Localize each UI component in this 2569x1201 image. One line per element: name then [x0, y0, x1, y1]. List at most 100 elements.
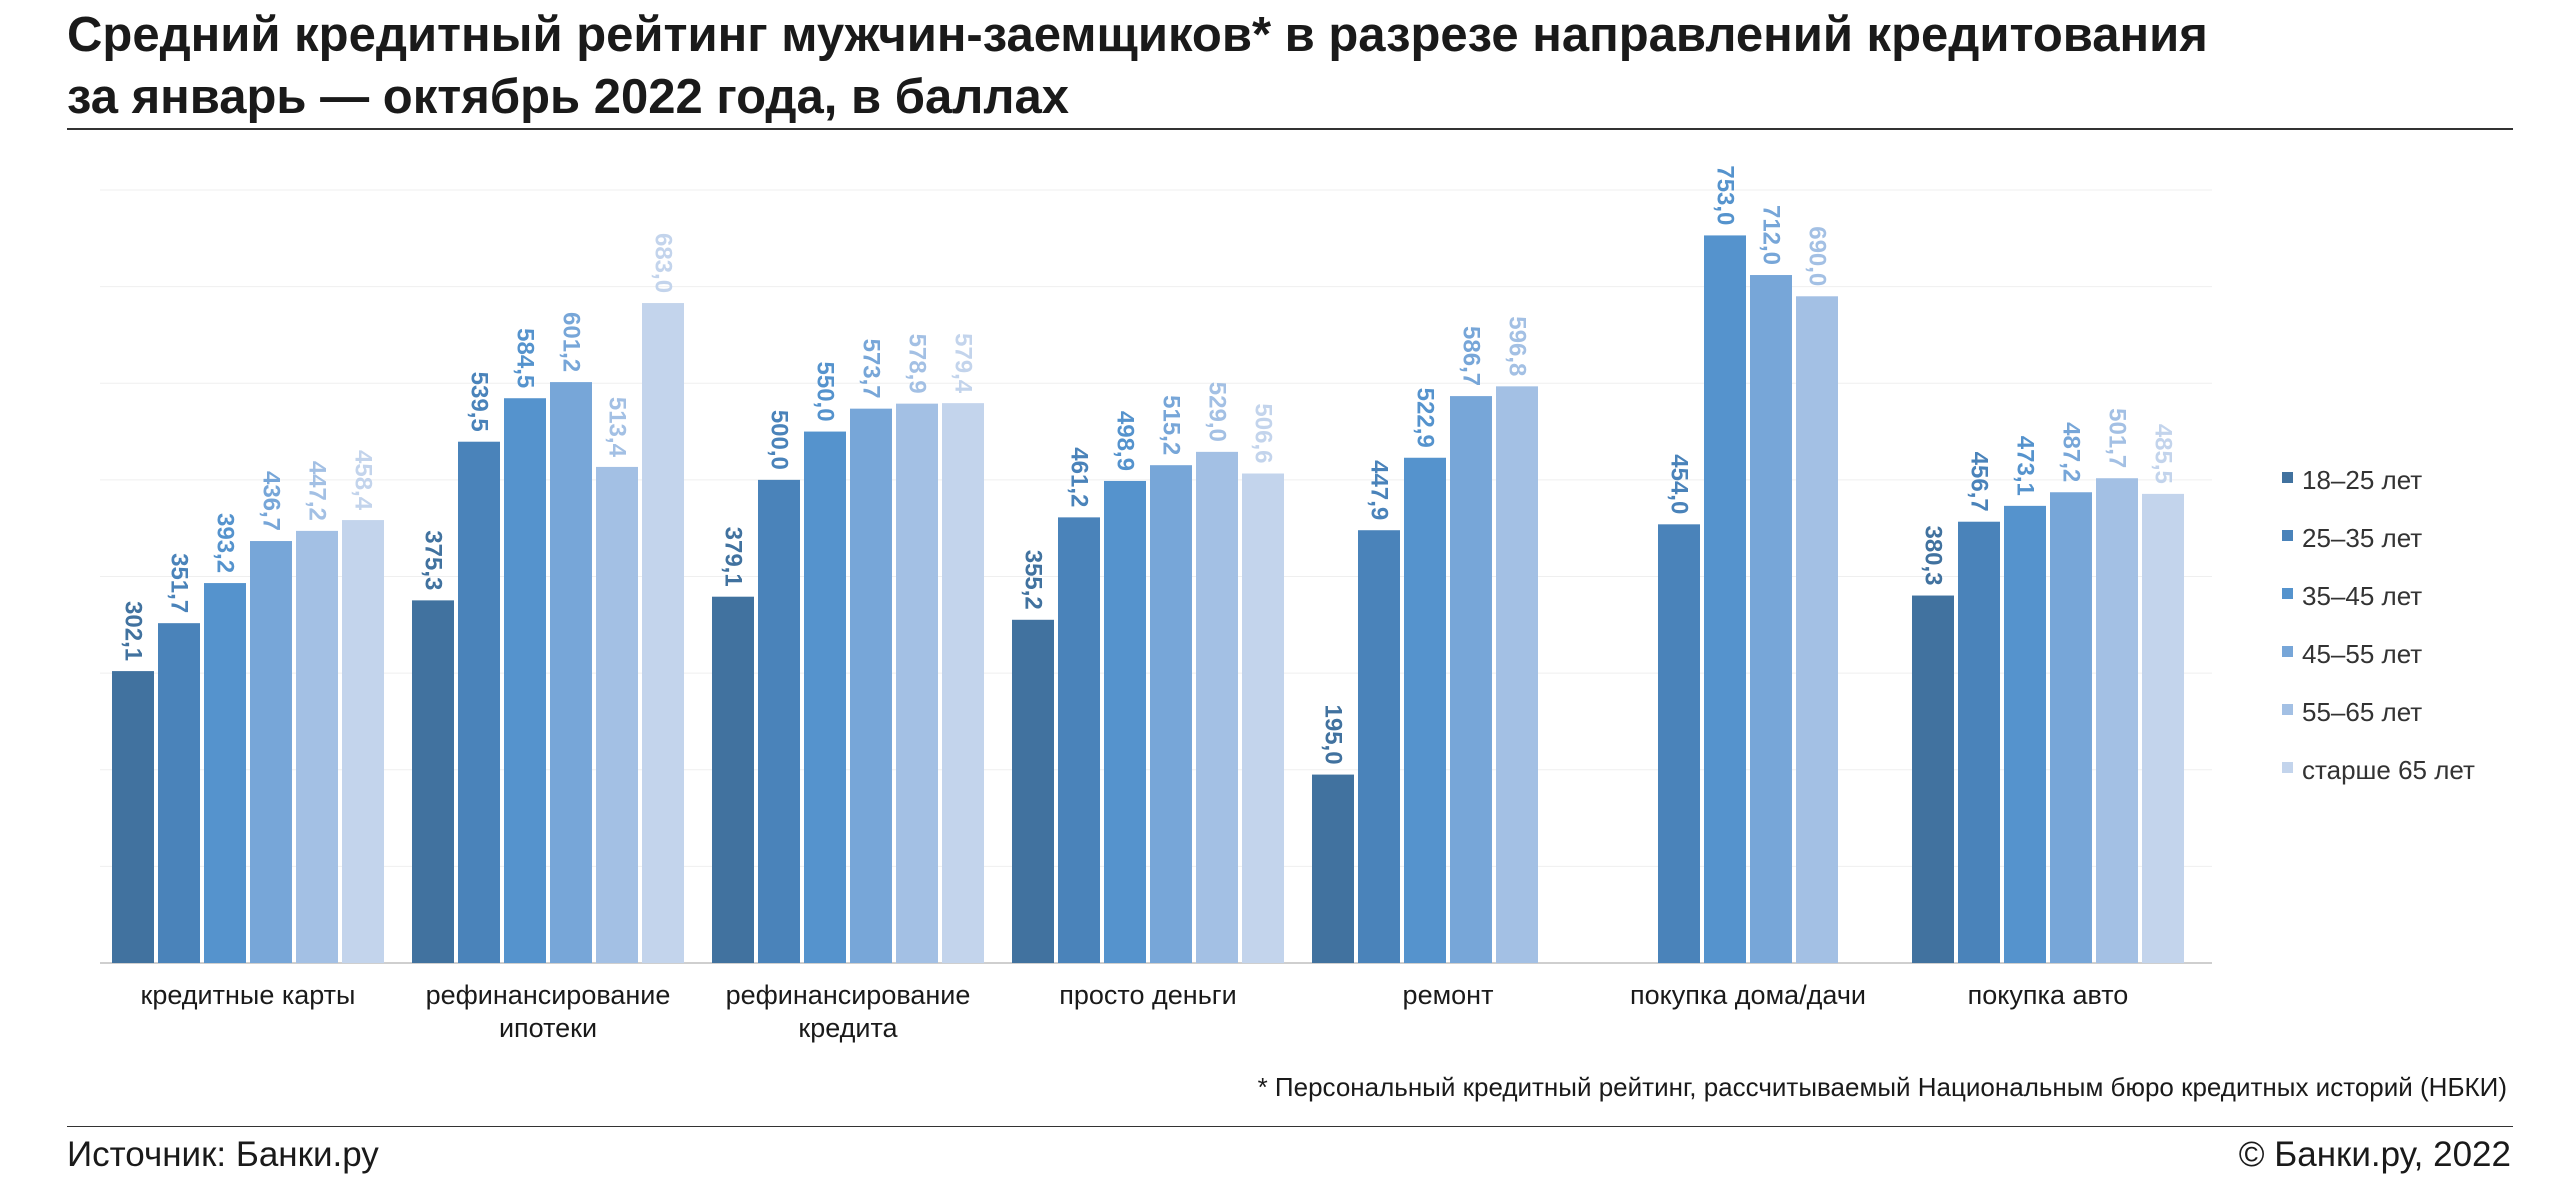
legend-swatch [2282, 646, 2293, 657]
bar [2142, 493, 2184, 963]
bar-value-label: 578,9 [904, 334, 931, 394]
bar-value-label: 461,2 [1066, 447, 1093, 507]
bar-value-label: 501,7 [2104, 408, 2131, 468]
legend-swatch [2282, 530, 2293, 541]
bar [342, 520, 384, 963]
category-label: покупка авто [1968, 980, 2129, 1010]
bar-value-label: 436,7 [258, 471, 285, 531]
chart-title-line-2: за январь — октябрь 2022 года, в баллах [67, 70, 1070, 124]
bar [1750, 275, 1792, 963]
bar-value-label: 753,0 [1712, 165, 1739, 225]
bar [158, 623, 200, 963]
legend-item: 18–25 лет [2282, 465, 2422, 495]
bar [1450, 396, 1492, 963]
bar-value-label: 513,4 [604, 397, 631, 458]
bar [1912, 595, 1954, 963]
bar-value-label: 487,2 [2058, 422, 2085, 482]
bar-value-label: 485,5 [2150, 424, 2177, 484]
bar-value-label: 473,1 [2012, 436, 2039, 496]
bar [2050, 492, 2092, 963]
footer-divider [67, 1126, 2513, 1127]
bar [850, 408, 892, 964]
bar-value-label: 500,0 [766, 410, 793, 470]
bar-value-label: 302,1 [120, 601, 147, 661]
bar [1958, 521, 2000, 963]
legend-item: 25–35 лет [2282, 523, 2422, 553]
bar [1358, 530, 1400, 963]
legend-item: старше 65 лет [2282, 755, 2475, 785]
bar [1404, 457, 1446, 963]
category-label: просто деньги [1059, 980, 1236, 1010]
value-labels: 302,1 351,7 393,2 436,7 447,2 458,4 375,3 539,5… [120, 165, 2177, 764]
copyright-text: © Банки.ру, 2022 [2238, 1135, 2511, 1174]
bar [804, 431, 846, 963]
bar-value-label: 712,0 [1758, 205, 1785, 265]
legend-item: 45–55 лет [2282, 639, 2422, 669]
bar [112, 671, 154, 963]
bar-value-label: 351,7 [166, 553, 193, 613]
legend-swatch [2282, 704, 2293, 715]
bar [296, 530, 338, 963]
bar-value-label: 498,9 [1112, 411, 1139, 471]
category-label: покупка дома/дачи [1630, 980, 1866, 1010]
legend-label: 55–65 лет [2302, 697, 2422, 727]
bar [2004, 505, 2046, 963]
title-divider [67, 128, 2513, 130]
bar-value-label: 586,7 [1458, 326, 1485, 386]
bar [1012, 619, 1054, 963]
bar [1242, 473, 1284, 963]
legend-swatch [2282, 588, 2293, 599]
bar-value-label: 515,2 [1158, 395, 1185, 455]
bar-value-label: 375,3 [420, 530, 447, 590]
bar-value-label: 454,0 [1666, 454, 1693, 514]
bar [1496, 386, 1538, 963]
legend: 18–25 лет 25–35 лет 35–45 лет 45–55 лет 55–6… [2282, 465, 2475, 785]
bar-value-label: 522,9 [1412, 388, 1439, 448]
bar-value-label: 506,6 [1250, 403, 1277, 463]
bar-value-label: 596,8 [1504, 316, 1531, 376]
bar [942, 403, 984, 963]
bar-value-label: 393,2 [212, 513, 239, 573]
bar [504, 398, 546, 963]
bar [642, 303, 684, 963]
bar [1312, 774, 1354, 963]
bar-value-label: 690,0 [1804, 226, 1831, 286]
bar-value-label: 539,5 [466, 372, 493, 432]
bar-value-label: 195,0 [1320, 705, 1347, 765]
bar [896, 403, 938, 963]
category-label: ремонт [1403, 980, 1494, 1010]
legend-label: 45–55 лет [2302, 639, 2422, 669]
bar-value-label: 380,3 [1920, 525, 1947, 585]
bar [458, 441, 500, 963]
bar [1658, 524, 1700, 963]
category-label: кредитные карты [141, 980, 356, 1010]
bar-value-label: 529,0 [1204, 382, 1231, 442]
bar [412, 600, 454, 963]
legend-item: 55–65 лет [2282, 697, 2422, 727]
bar-value-label: 573,7 [858, 339, 885, 399]
bar [712, 596, 754, 963]
bar [250, 541, 292, 963]
chart-title-line-1: Средний кредитный рейтинг мужчин-заемщик… [67, 8, 2208, 62]
bar [596, 466, 638, 963]
bar [1104, 480, 1146, 963]
bar [1196, 451, 1238, 963]
bar-value-label: 447,2 [304, 461, 331, 521]
bar-value-label: 379,1 [720, 527, 747, 587]
bar [1704, 235, 1746, 963]
bar [204, 583, 246, 963]
bar [1796, 296, 1838, 964]
bar-value-label: 355,2 [1020, 550, 1047, 610]
bar-value-label: 601,2 [558, 312, 585, 372]
category-labels: кредитные карты рефинансирование ипотеки ре… [141, 980, 2129, 1043]
bar-value-label: 550,0 [812, 362, 839, 422]
bar-value-label: 579,4 [950, 333, 977, 394]
bar-value-label: 456,7 [1966, 452, 1993, 512]
bar-value-label: 458,4 [349, 450, 376, 511]
legend-label: 25–35 лет [2302, 523, 2422, 553]
bar [1150, 465, 1192, 963]
bar-value-label: 447,9 [1366, 460, 1393, 520]
bar [2096, 478, 2138, 963]
footnote: * Персональный кредитный рейтинг, рассчи… [1257, 1072, 2507, 1102]
bar [758, 479, 800, 963]
